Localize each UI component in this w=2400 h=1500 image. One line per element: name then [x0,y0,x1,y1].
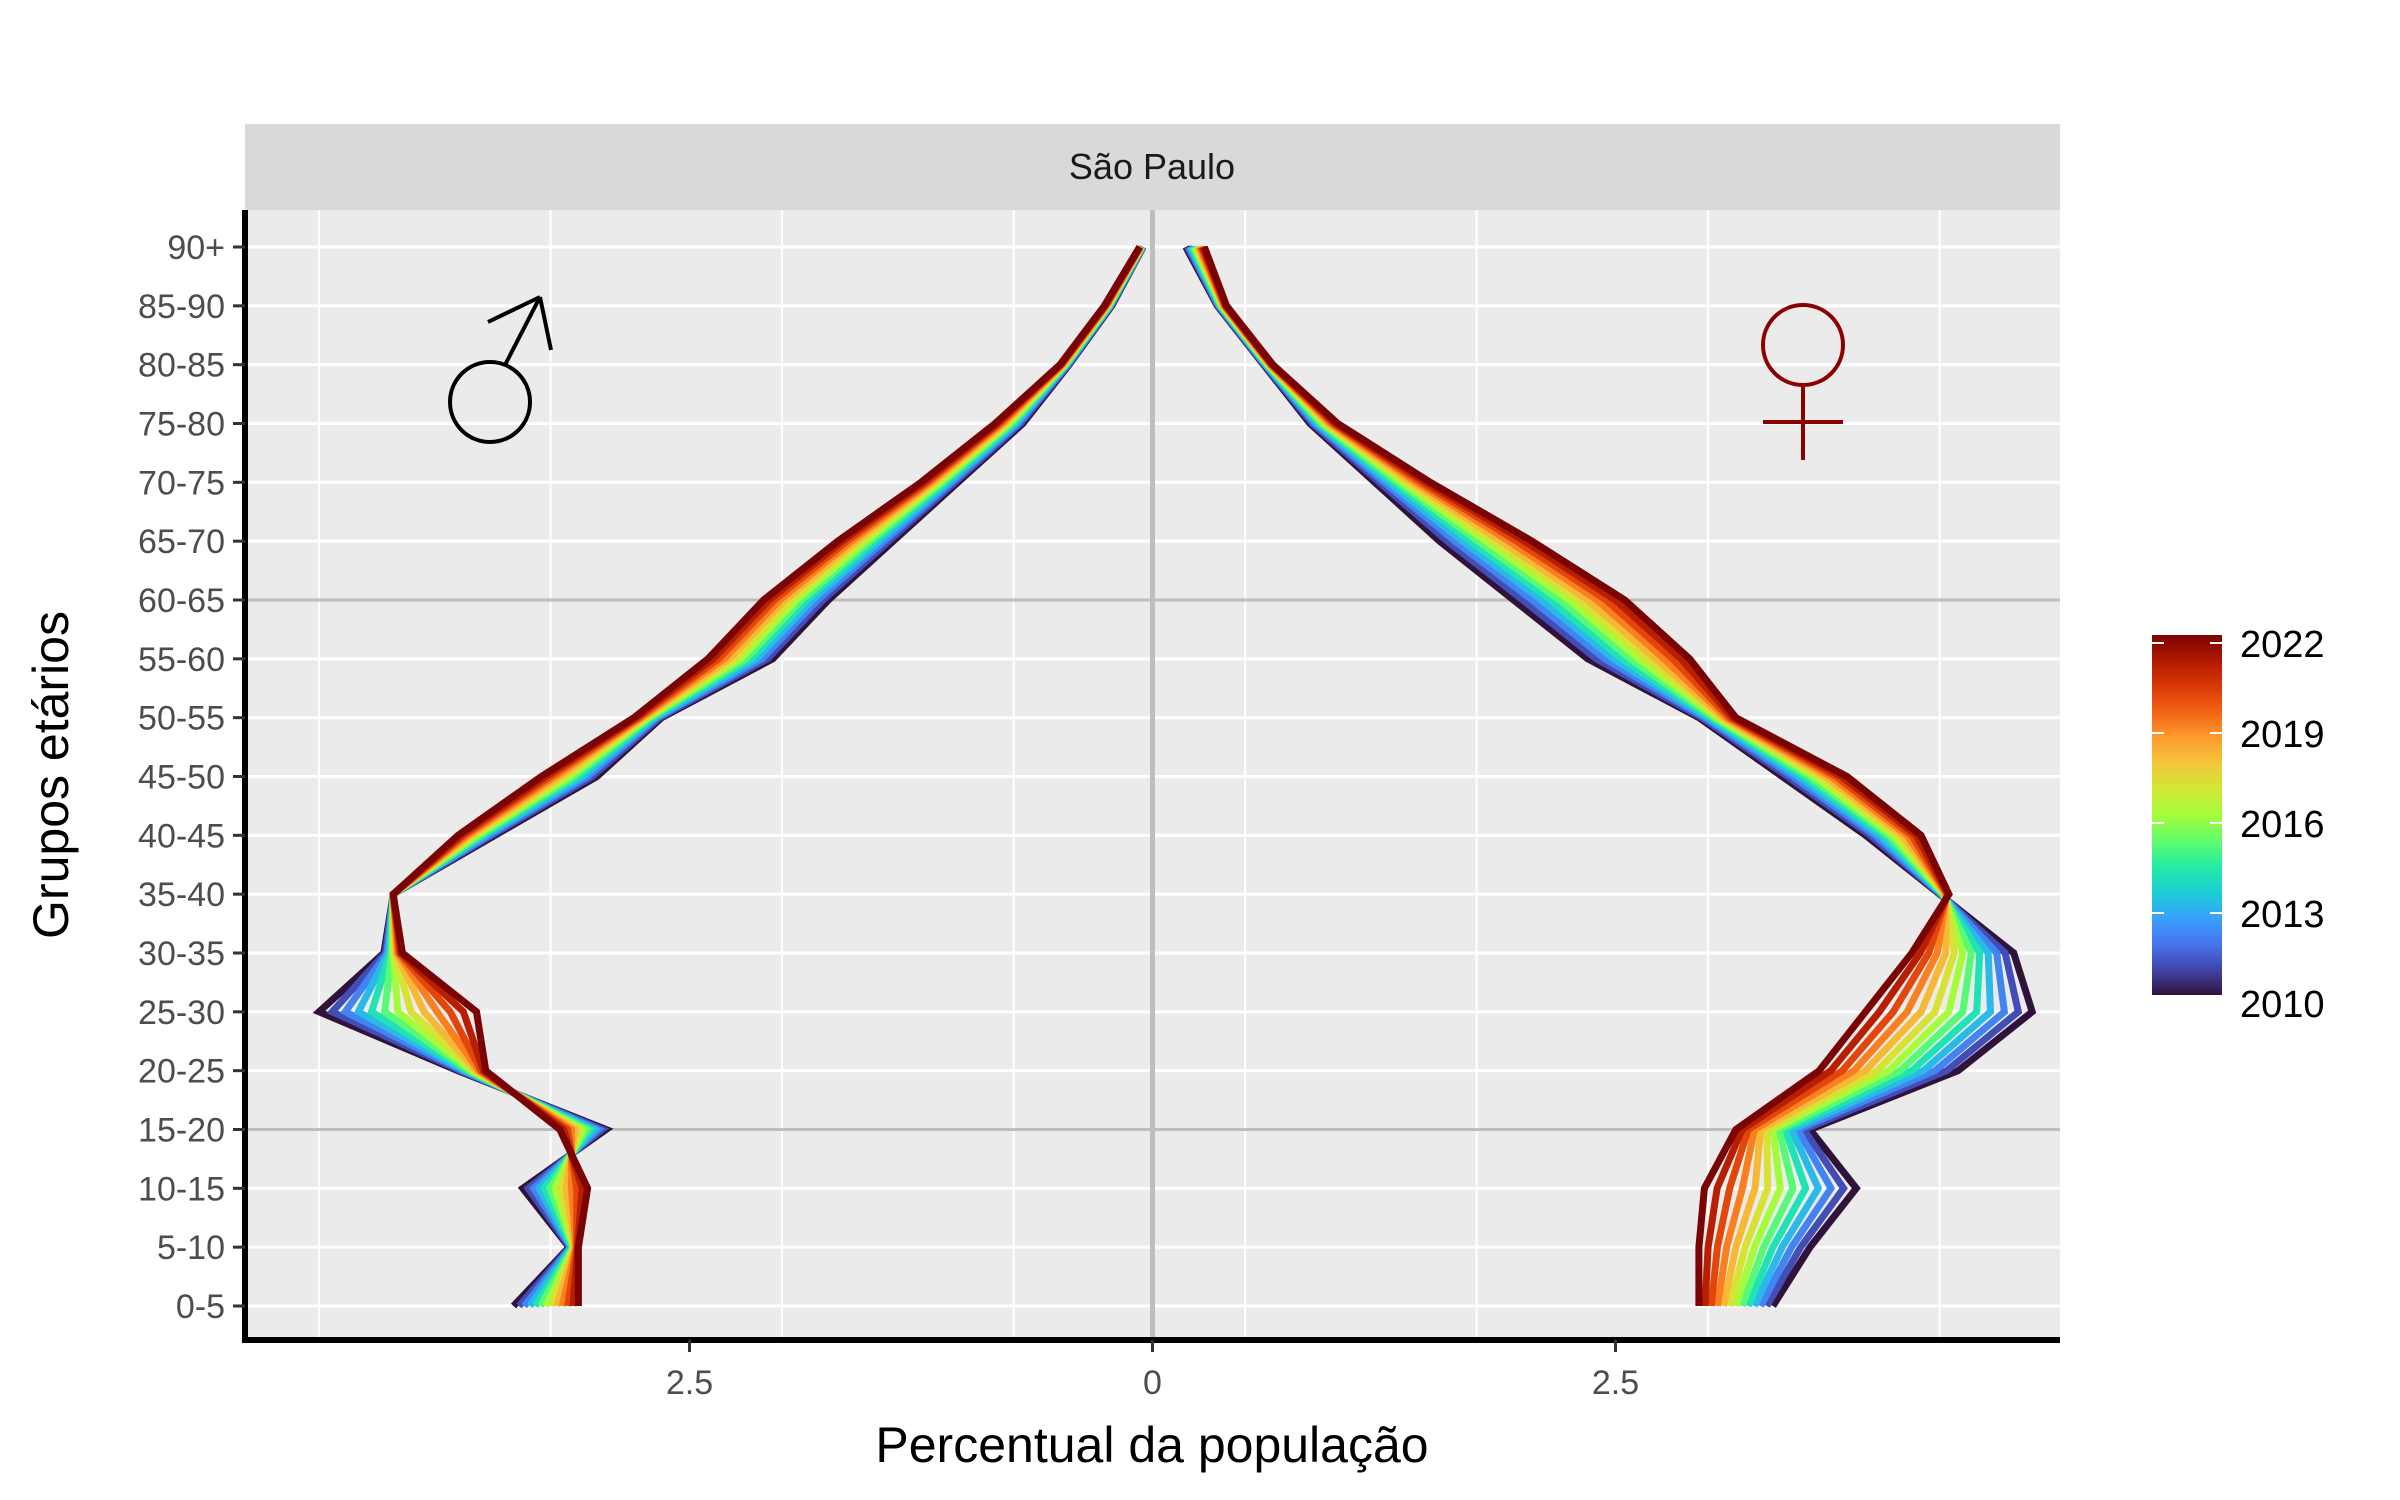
y-tick-label: 80-85 [138,347,225,385]
facet-strip [245,124,2060,210]
y-tick-label: 30-35 [138,935,225,973]
y-tick-label: 90+ [167,229,225,267]
y-tick-label: 65-70 [138,523,225,561]
legend-tick-label: 2019 [2240,714,2325,756]
series-layer [312,245,2037,1309]
legend-ticks: 2010 2013 2016 2019 2022 [2152,624,2325,1026]
female-symbol-icon [1761,303,1845,460]
y-tick-label: 50-55 [138,700,225,738]
y-tick-label: 45-50 [138,759,225,797]
y-tick-label: 5-10 [157,1229,225,1267]
x-tick-label: 2.5 [1592,1364,1639,1402]
y-tick-label: 20-25 [138,1053,225,1091]
y-axis-title: Grupos etários [23,611,79,939]
legend-tick-label: 2022 [2240,624,2325,666]
series-line-male-2022 [389,245,1143,1306]
x-tick-label: 0 [1143,1364,1162,1402]
y-tick-label: 85-90 [138,288,225,326]
facet-strip-label: São Paulo [1069,146,1235,187]
legend-colorbar [2152,635,2222,995]
male-symbol-icon [448,295,553,444]
y-tick-label: 60-65 [138,582,225,620]
y-tick-label: 10-15 [138,1170,225,1208]
legend-tick-label: 2013 [2240,894,2325,936]
y-tick-label: 70-75 [138,464,225,502]
y-tick-label: 75-80 [138,406,225,444]
y-tick-label: 15-20 [138,1112,225,1150]
y-tick-label: 40-45 [138,817,225,855]
x-tick-label: 2.5 [666,1364,713,1402]
y-tick-label: 35-40 [138,876,225,914]
legend-tick-label: 2016 [2240,804,2325,846]
y-tick-label: 55-60 [138,641,225,679]
y-axis-ticks: 0-5 5-10 10-15 15-20 20-25 25-30 30-35 35-40 40-… [138,229,245,1326]
series-line-female-2022 [1201,245,1953,1306]
y-tick-label: 25-30 [138,994,225,1032]
color-legend: 2010 2013 2016 2019 2022 [2152,624,2325,1026]
x-axis-ticks: 2.5 0 2.5 [666,1340,1639,1402]
x-axis-title: Percentual da população [875,1417,1428,1473]
y-tick-label: 0-5 [176,1288,225,1326]
legend-tick-label: 2010 [2240,984,2325,1026]
